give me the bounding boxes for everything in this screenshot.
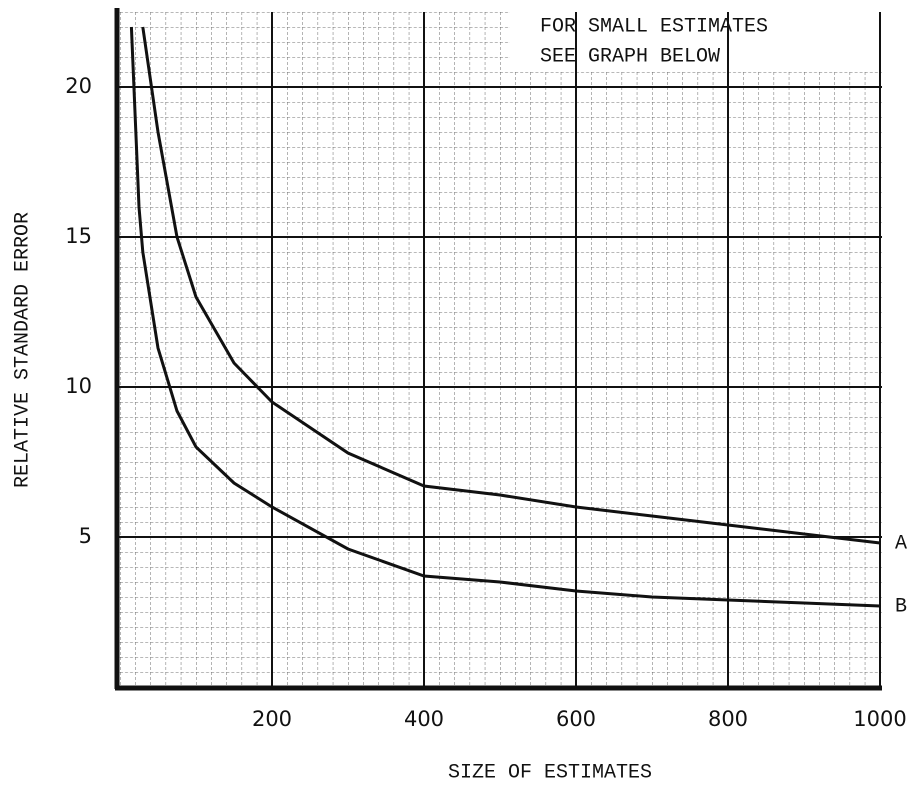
legend-label: A	[895, 532, 907, 555]
annotation-box	[510, 8, 885, 72]
legend-label: B	[895, 595, 907, 618]
curve	[129, 26, 881, 608]
x-tick-label: 200	[252, 707, 292, 731]
y-tick-label: 5	[79, 524, 92, 548]
y-axis-label: RELATIVE STANDARD ERROR	[11, 212, 34, 488]
annotation: FOR SMALL ESTIMATES	[540, 15, 768, 38]
x-tick-label: 1000	[853, 707, 906, 731]
y-tick-label: 15	[65, 224, 92, 248]
x-tick-label: 400	[404, 707, 444, 731]
x-axis-label: SIZE OF ESTIMATES	[448, 761, 652, 784]
curve	[141, 26, 881, 545]
annotation: SEE GRAPH BELOW	[540, 45, 720, 68]
x-tick-label: 800	[708, 707, 748, 731]
x-tick-label: 600	[556, 707, 596, 731]
y-tick-label: 10	[65, 374, 92, 398]
y-tick-label: 20	[65, 74, 92, 98]
graph-paper	[117, 12, 882, 688]
